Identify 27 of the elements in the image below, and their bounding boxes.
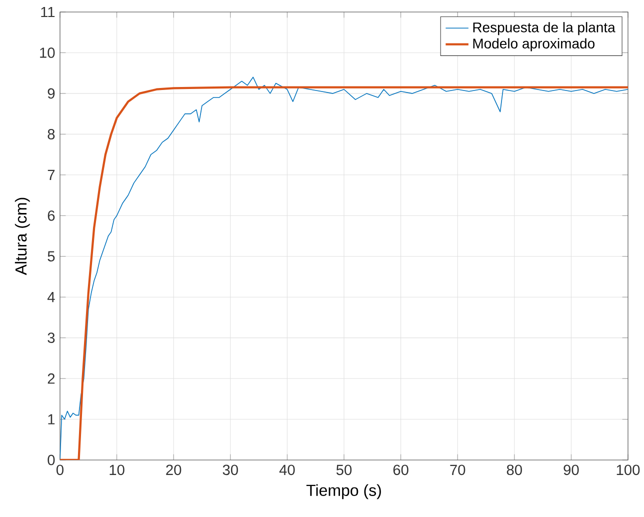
x-tick-label: 70 [450, 464, 466, 476]
x-tick-label: 80 [506, 464, 522, 476]
x-axis-title: Tiempo (s) [306, 484, 381, 500]
x-tick-label: 20 [166, 464, 182, 476]
y-tick-label: 11 [41, 6, 55, 18]
y-tick-label: 3 [48, 332, 55, 343]
x-tick-label: 90 [564, 464, 579, 476]
y-tick-label: 10 [40, 48, 55, 58]
y-tick-label: 5 [48, 251, 55, 262]
y-tick-label: 2 [48, 373, 55, 384]
x-tick-label: 40 [279, 464, 295, 476]
legend-label: Respuesta de la planta [473, 22, 616, 36]
y-tick-label: 9 [48, 88, 55, 99]
x-tick-label: 0 [56, 464, 64, 476]
y-tick-label: 4 [47, 292, 55, 302]
y-tick-label: 0 [48, 454, 55, 466]
x-tick-label: 10 [110, 464, 124, 476]
y-tick-label: 8 [48, 129, 55, 140]
x-tick-label: 100 [616, 464, 640, 476]
y-tick-label: 1 [48, 414, 55, 424]
y-tick-label: 6 [48, 210, 55, 221]
x-tick-label: 30 [222, 464, 238, 476]
x-tick-label: 50 [336, 464, 352, 476]
y-tick-label: 7 [48, 170, 55, 180]
x-tick-label: 60 [393, 464, 408, 476]
legend-label: Modelo aproximado [473, 38, 594, 52]
y-axis-title: Altura (cm) [14, 198, 30, 276]
